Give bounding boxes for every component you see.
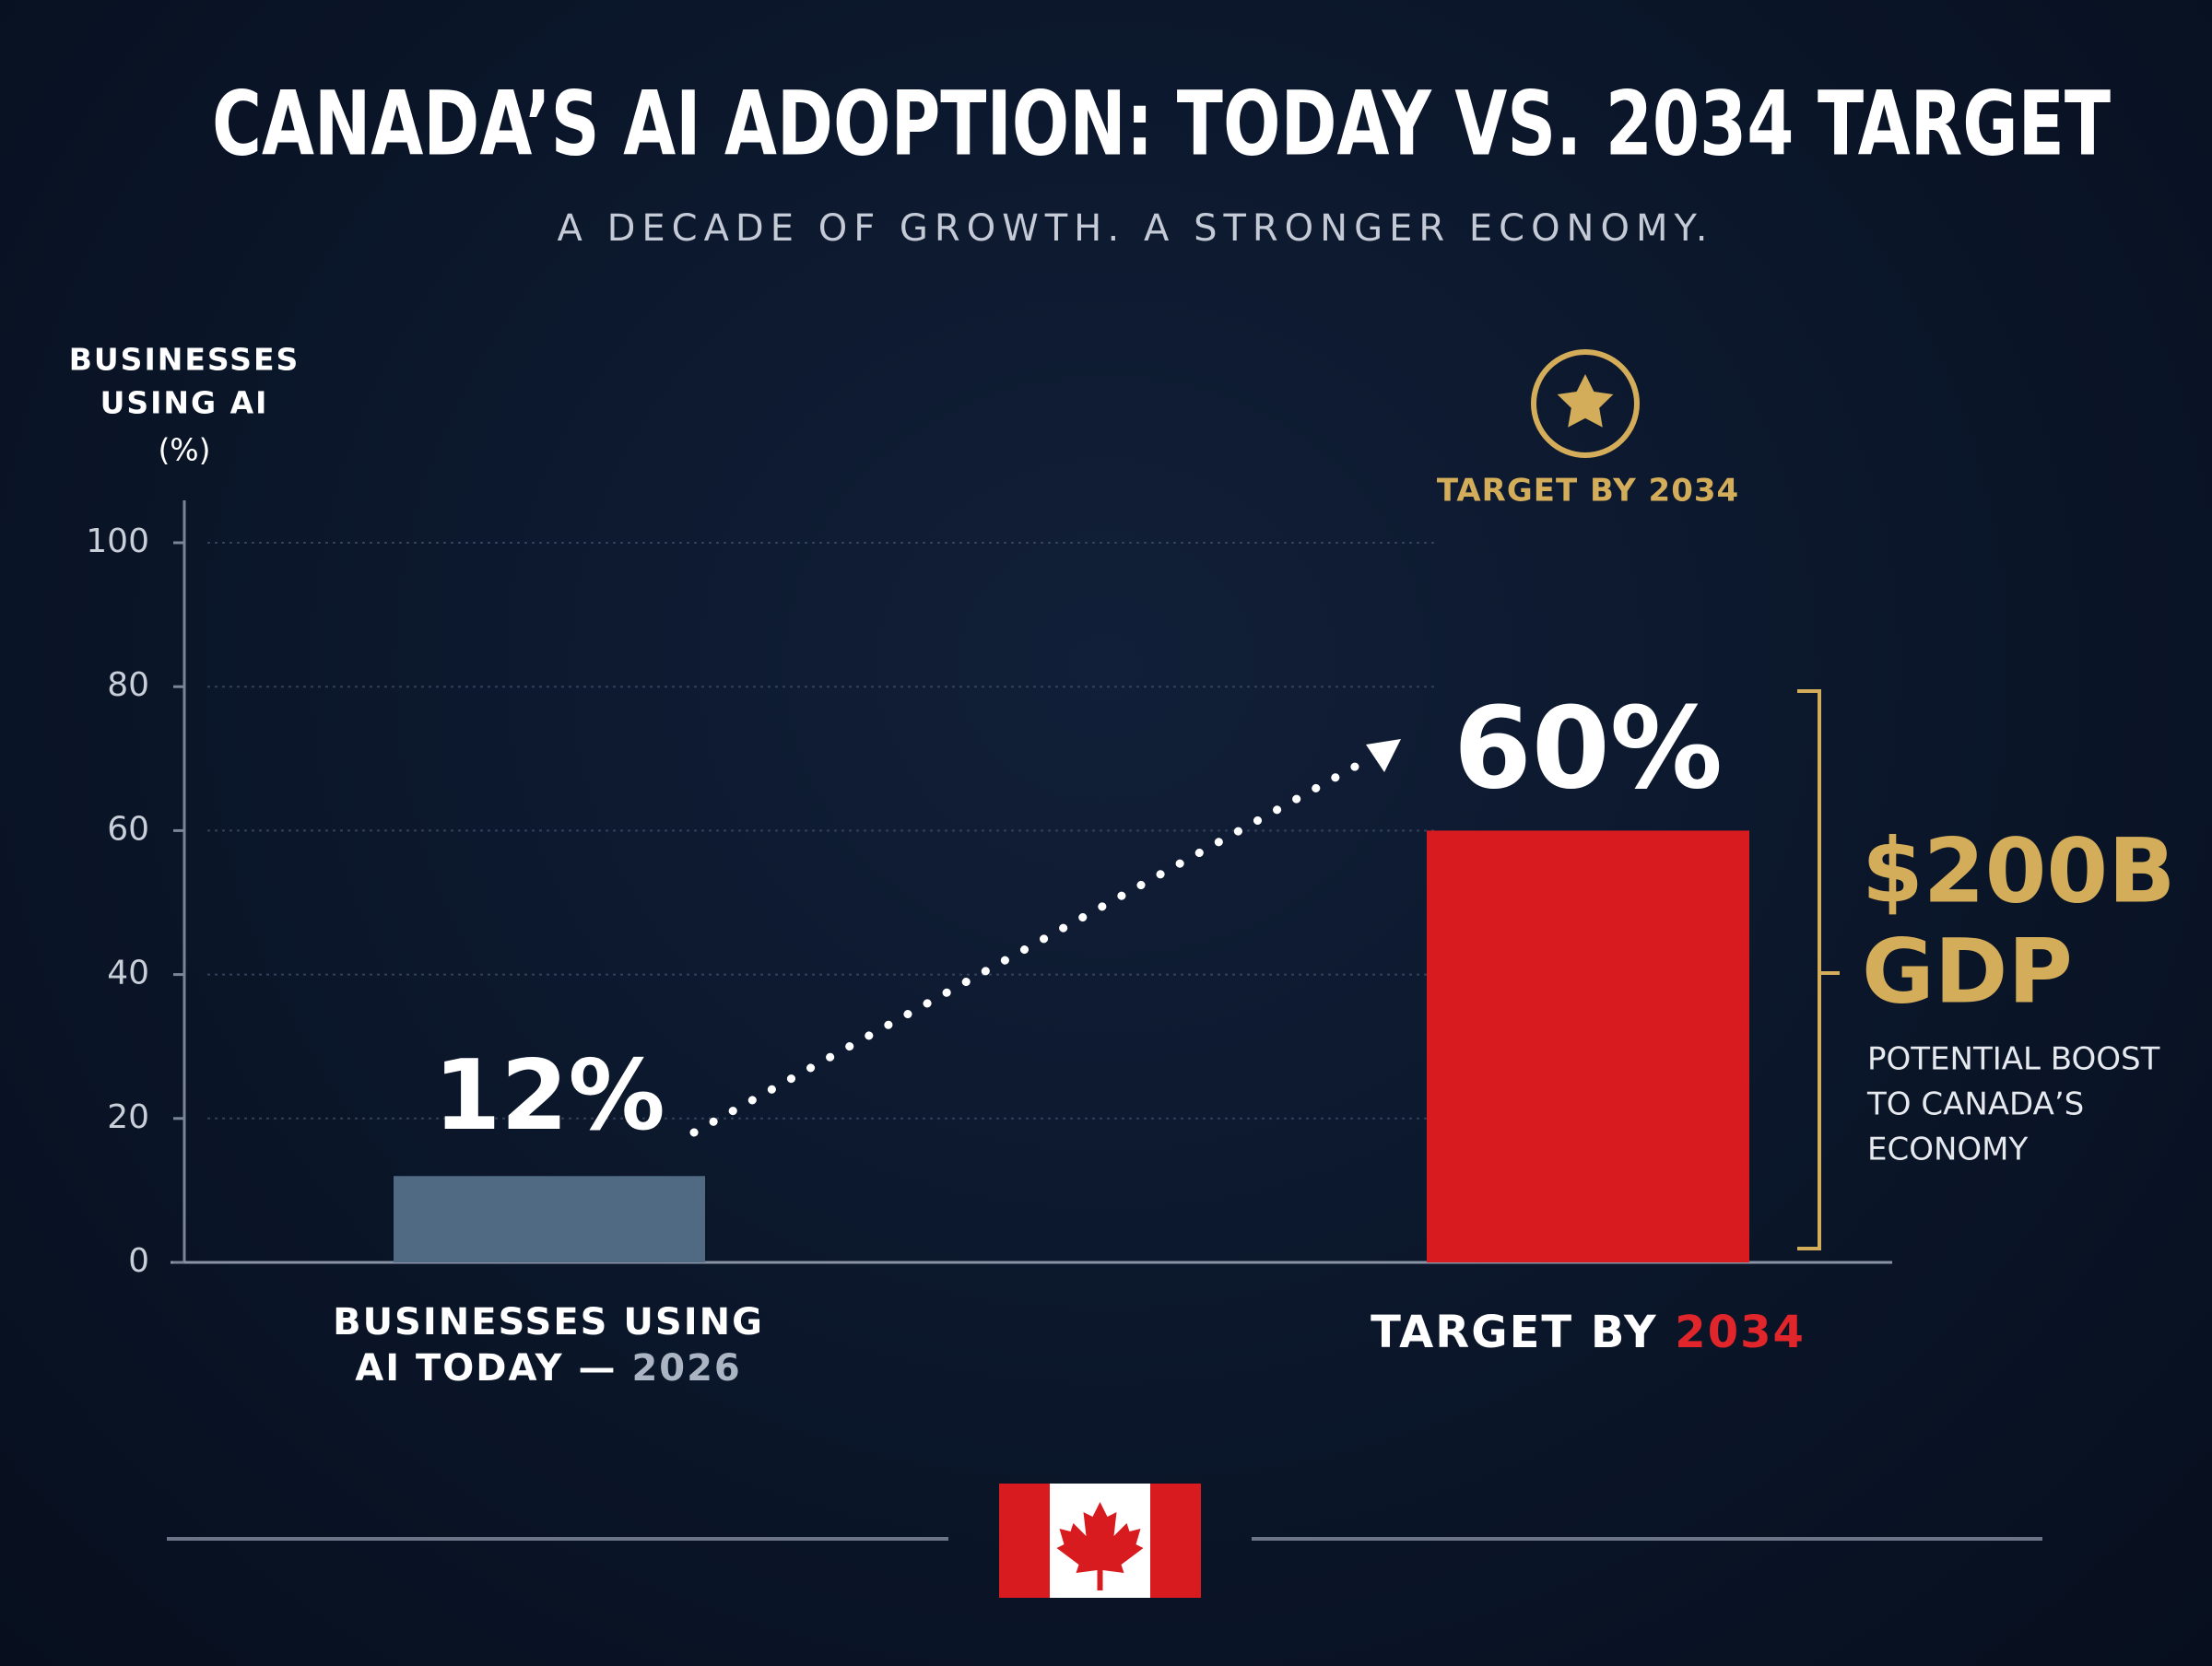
gdp-note: ECONOMY [1867, 1132, 2029, 1168]
bar [1427, 830, 1749, 1262]
bar [394, 1176, 705, 1262]
y-tick-label: 40 [107, 955, 149, 992]
value-label: 12% [433, 1039, 665, 1152]
target-star [1531, 349, 1640, 458]
gdp-note: TO CANADA’S [1866, 1086, 2084, 1123]
value-label: 60% [1453, 684, 1723, 815]
y-tick-label: 80 [107, 666, 149, 704]
y-axis-label: BUSINESSES [69, 342, 300, 378]
chart-title: CANADA’S AI ADOPTION: TODAY VS. 2034 TAR… [212, 72, 2111, 175]
gdp-headline: GDP [1862, 920, 2073, 1023]
gdp-headline: $200B [1862, 819, 2175, 922]
y-tick-label: 60 [107, 810, 149, 848]
y-tick-label: 20 [107, 1098, 149, 1136]
y-axis-label: (%) [158, 432, 210, 468]
gdp-note: POTENTIAL BOOST [1867, 1041, 2160, 1078]
canada-flag [999, 1484, 1201, 1598]
bracket [1797, 689, 1840, 1250]
y-tick-label: 100 [86, 522, 149, 560]
growth-arrowhead [1366, 739, 1401, 772]
x-tick-label: TARGET BY 2034 [1371, 1307, 1806, 1358]
x-tick-label: BUSINESSES USING AI TODAY — 2026 [333, 1301, 764, 1390]
y-axis-label: USING AI [100, 385, 269, 421]
growth-arrow [689, 752, 1378, 1137]
y-tick-label: 0 [128, 1242, 149, 1280]
chart-subtitle: A DECADE OF GROWTH. A STRONGER ECONOMY. [557, 207, 1713, 250]
target-badge: TARGET BY 2034 [1437, 473, 1739, 510]
